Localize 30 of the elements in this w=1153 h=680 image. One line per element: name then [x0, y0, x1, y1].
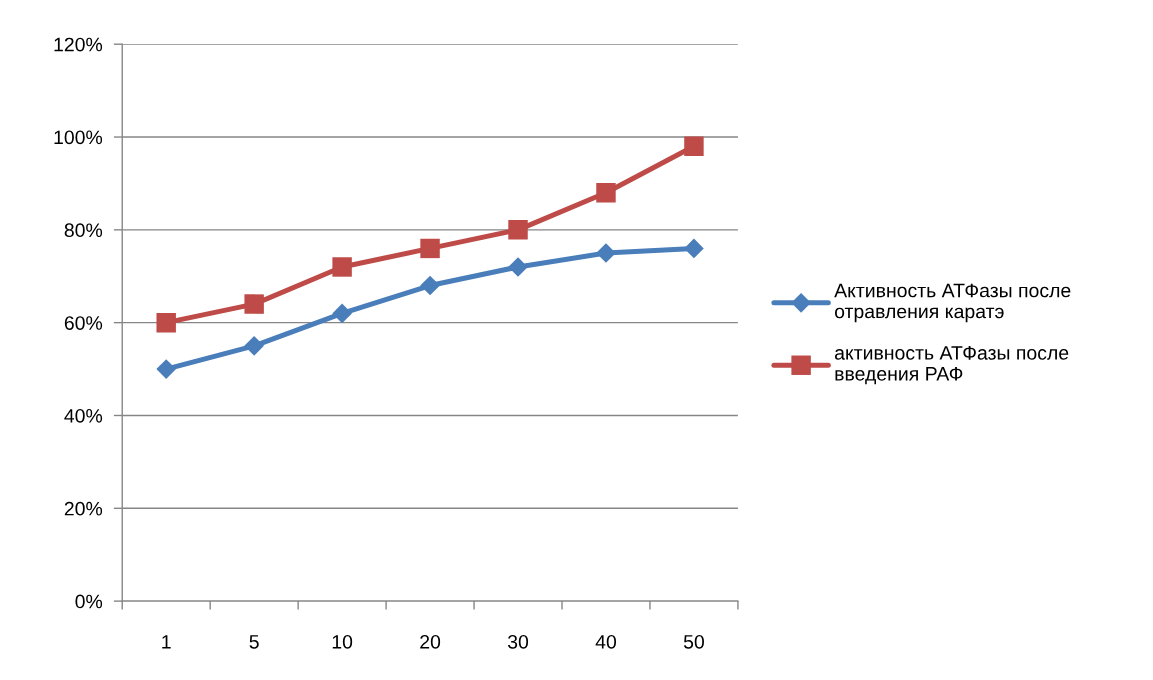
x-tick-label: 30 [507, 634, 529, 649]
point [244, 336, 264, 356]
y-tick-label: 60% [64, 316, 103, 330]
point [508, 257, 528, 277]
point [596, 243, 616, 263]
point [332, 303, 352, 324]
y-tick-label: 20% [64, 501, 103, 516]
point [684, 136, 704, 157]
point [156, 359, 177, 379]
x-tick-label: 1 [162, 635, 171, 649]
point [244, 294, 264, 314]
legend-label: Активность АТФазы после отравления каратэ [834, 283, 1071, 323]
point [420, 238, 440, 259]
x-tick-label: 50 [683, 634, 704, 649]
point [332, 257, 352, 277]
y-tick-label: 80% [64, 223, 103, 238]
point [156, 312, 176, 333]
point [684, 238, 704, 259]
y-tick-label: 120% [54, 37, 103, 52]
x-tick-label: 5 [249, 635, 259, 649]
legend-label: активность АТФазы после введения РАФ [835, 346, 1069, 385]
y-tick-label: 40% [64, 408, 103, 423]
y-tick-label: 0% [75, 594, 103, 609]
point [420, 275, 440, 296]
x-tick-label: 20 [420, 634, 441, 649]
point [508, 220, 528, 240]
y-tick-label: 100% [54, 130, 103, 145]
x-tick-label: 40 [595, 634, 617, 649]
x-tick-label: 10 [332, 634, 353, 649]
point [596, 182, 616, 203]
